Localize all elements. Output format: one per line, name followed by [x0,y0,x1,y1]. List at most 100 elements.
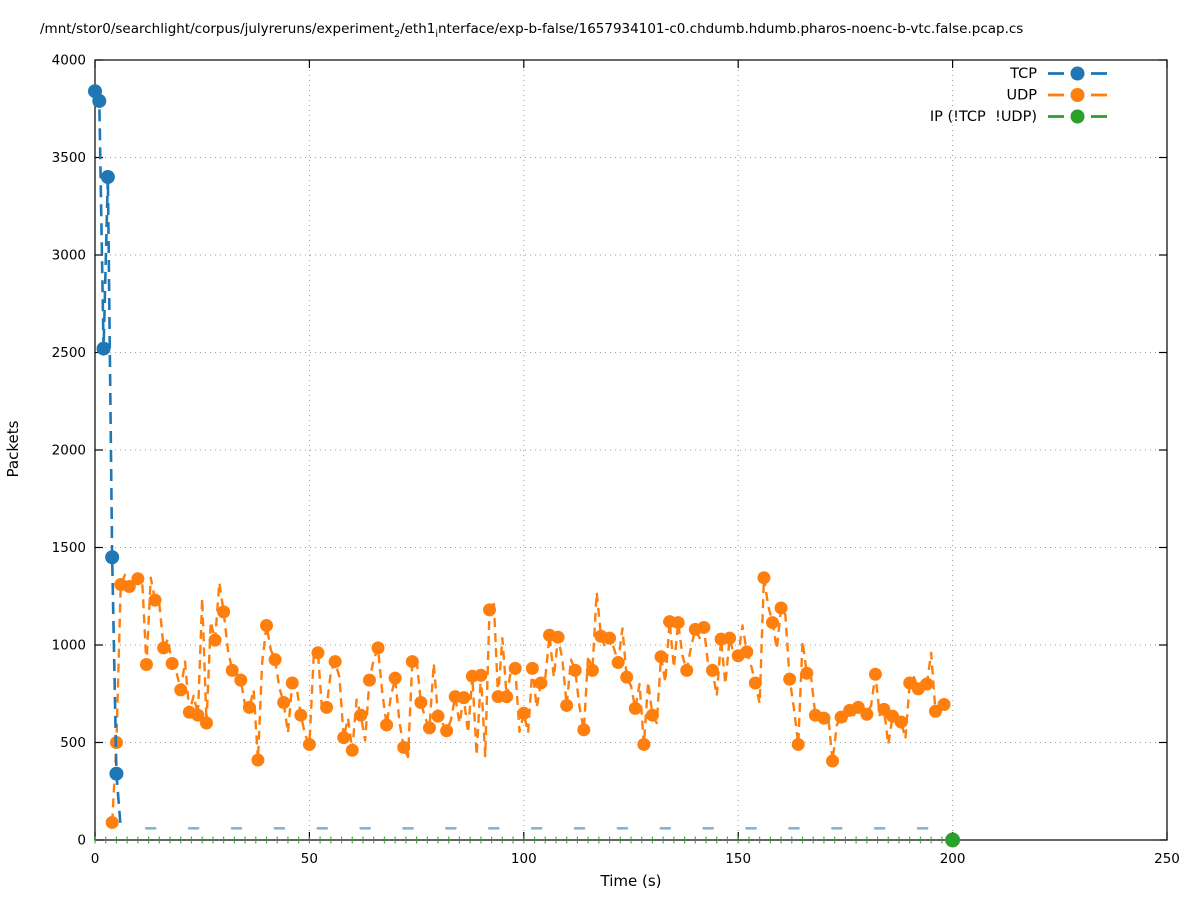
axes-layer: 0 50 100 150 200 2500500100015002000250030003… [52,53,1180,868]
tcp-point [96,341,111,356]
udp-point [757,571,771,585]
udp-point [345,743,359,757]
y-axis-label: Packets [4,420,22,477]
udp-point [800,666,814,680]
legend-label: UDP [1006,88,1037,104]
udp-point [628,701,642,715]
title-subscript: 2 [394,29,401,40]
udp-point [474,668,488,682]
x-tick-label: 150 [725,851,751,867]
udp-point [388,671,402,685]
udp-point [431,709,445,723]
udp-point [414,696,428,710]
udp-point [122,580,136,593]
legend-sample-dot [1070,66,1085,81]
udp-point [105,815,119,829]
udp-point [697,620,711,634]
udp-point [157,641,171,655]
udp-point [740,645,754,659]
udp-point [131,572,145,586]
x-tick-label: 250 [1154,851,1180,867]
x-tick-label: 100 [511,851,537,867]
udp-point [654,650,668,664]
udp-point [242,700,256,714]
udp-point [337,731,351,745]
udp-point [320,700,334,714]
udp-point [422,721,436,735]
y-tick-label: 1000 [52,638,86,654]
legend-sample-dot [1070,88,1085,102]
title-subscript: i [435,29,438,40]
udp-point [277,696,291,710]
tcp-point [109,766,124,781]
udp-point [560,698,574,712]
chart-title: /mnt/stor0/searchlight/corpus/julyreruns… [40,21,1023,40]
udp-point [680,663,694,677]
udp-point [508,661,522,675]
ip-end-point [945,832,961,848]
udp-point [165,657,179,671]
udp-point [217,605,231,619]
udp-point [268,653,282,667]
udp-point [328,655,342,669]
udp-point [371,641,385,655]
title-text: /eth1 [400,21,436,37]
x-axis-label: Time (s) [600,872,662,890]
udp-point [191,708,205,722]
x-tick-label: 50 [301,851,318,867]
y-tick-label: 2500 [52,345,86,361]
udp-point [139,658,153,671]
udp-point [302,737,316,751]
udp-point [645,708,659,722]
udp-point [637,737,651,751]
udp-point [440,724,454,738]
tcp-point [105,550,120,565]
udp-point [174,683,188,697]
udp-point [551,630,565,644]
udp-point [620,670,634,684]
udp-point [500,690,514,704]
legend: TCP UDP IP (!TCP !UDP) [930,66,1107,125]
udp-point [671,616,685,630]
title-text: nterface/exp-b-false/1657934101-c0.chdum… [438,21,1024,37]
udp-point [860,707,874,721]
udp-point [311,646,325,660]
udp-point [937,697,951,711]
udp-point [380,718,394,732]
udp-point [534,676,548,690]
legend-label: TCP [1009,66,1037,82]
udp-point [894,715,908,729]
udp-point [148,593,162,607]
udp-point [457,691,471,705]
udp-point [199,716,213,730]
udp-point [817,711,831,725]
udp-point [774,601,788,615]
udp-point [791,737,805,751]
y-tick-label: 0 [77,833,86,849]
tcp-series-line [93,90,123,829]
udp-point [920,677,934,691]
y-tick-label: 500 [60,735,86,751]
legend-label: IP (!TCP !UDP) [930,109,1037,125]
y-tick-label: 4000 [52,53,86,69]
udp-point [748,676,762,690]
udp-point [603,631,617,645]
tcp-point [100,170,115,184]
udp-point [285,676,299,690]
y-tick-label: 3500 [52,150,86,166]
udp-series-line [110,573,949,823]
udp-point [251,753,265,767]
udp-point [525,661,539,675]
udp-point [294,708,308,722]
udp-point [585,663,599,677]
series-layer [88,84,961,848]
udp-point [517,706,531,720]
udp-point [234,673,248,687]
udp-point [260,619,274,632]
udp-point [362,673,376,687]
udp-point [225,663,239,677]
udp-point [577,723,591,737]
udp-point [826,754,840,768]
title-text: /mnt/stor0/searchlight/corpus/julyreruns… [40,21,395,37]
